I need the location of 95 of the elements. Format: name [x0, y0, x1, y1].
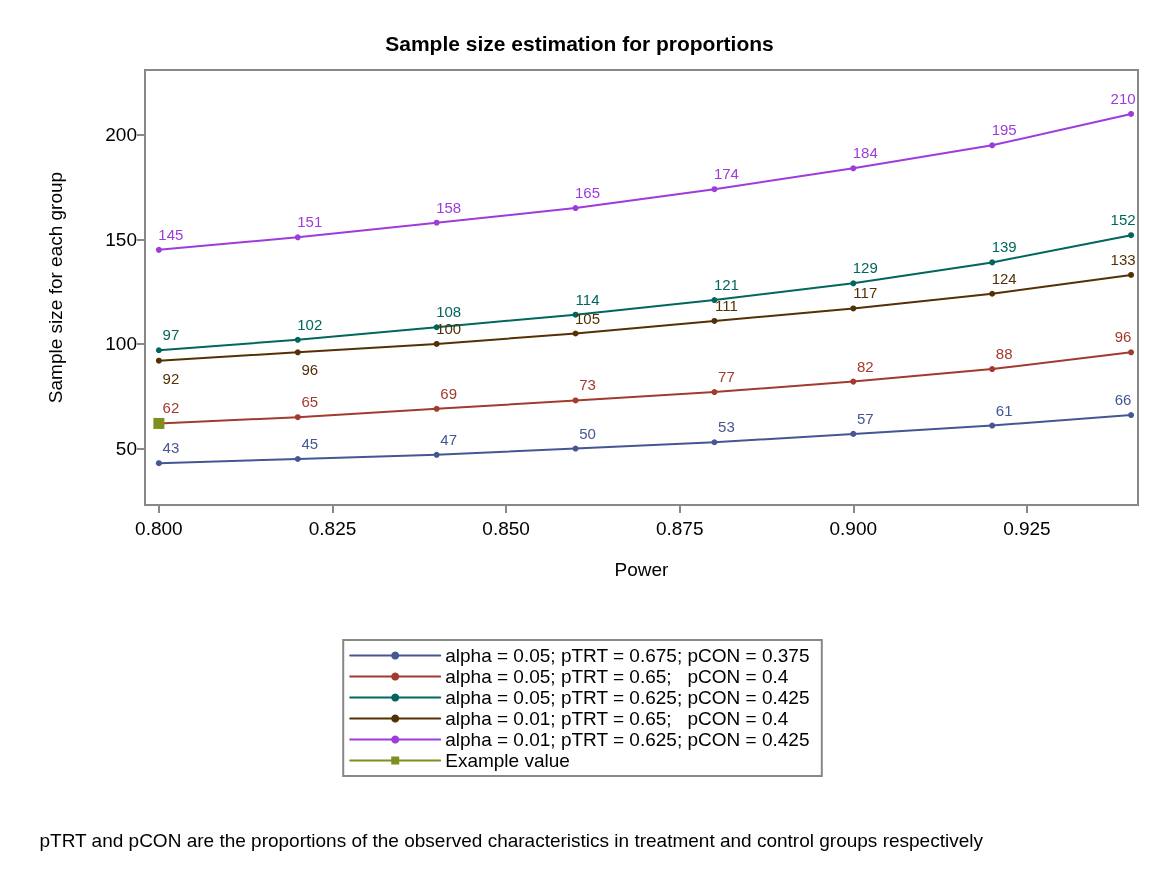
data-label: 165	[575, 184, 601, 202]
data-label: 139	[991, 238, 1017, 256]
data-label: 105	[575, 309, 601, 327]
point	[989, 422, 996, 429]
point	[989, 142, 996, 149]
point	[850, 430, 857, 437]
point	[294, 414, 301, 421]
point	[1128, 349, 1135, 356]
point	[433, 340, 440, 347]
x-axis-title: Power	[614, 559, 670, 580]
y-tick-label: 200	[105, 124, 137, 146]
x-tick-label: 0.875	[655, 518, 704, 539]
data-label: 124	[991, 269, 1017, 287]
point	[572, 205, 579, 212]
data-label: 129	[852, 259, 878, 277]
data-label: 121	[713, 276, 739, 294]
y-tick-label: 100	[105, 333, 137, 355]
point	[850, 165, 857, 172]
data-label: 47	[440, 430, 457, 448]
data-label: 133	[1110, 250, 1136, 268]
data-label: 184	[852, 144, 878, 162]
point	[572, 330, 579, 337]
data-label: 82	[856, 357, 874, 375]
data-label: 152	[1110, 211, 1136, 229]
data-label: 88	[995, 345, 1013, 363]
data-label: 96	[1114, 328, 1132, 346]
data-label: 111	[715, 296, 738, 314]
point	[294, 349, 301, 356]
point	[155, 246, 162, 253]
point	[294, 455, 301, 462]
point	[1128, 271, 1135, 278]
point	[989, 290, 996, 297]
data-label: 66	[1114, 391, 1132, 409]
point	[989, 366, 996, 373]
point	[711, 317, 718, 324]
y-tick-label: 50	[115, 438, 137, 460]
point	[155, 357, 162, 364]
x-tick-label: 0.900	[829, 518, 878, 539]
point	[711, 439, 718, 446]
point	[294, 336, 301, 343]
x-tick-label: 0.800	[135, 518, 183, 539]
data-label: 210	[1110, 89, 1136, 107]
data-label: 50	[579, 424, 596, 442]
point	[433, 451, 440, 458]
data-label: 57	[856, 409, 874, 427]
point	[850, 280, 857, 287]
point	[989, 259, 996, 266]
point	[572, 445, 579, 452]
point	[711, 186, 718, 193]
point	[433, 219, 440, 226]
data-label: 108	[436, 303, 462, 321]
point	[850, 378, 857, 385]
text: pTRT and pCON are the proportions of the observed characteristics in treatment and control groups respectively	[39, 829, 984, 851]
x-tick-label: 0.850	[482, 518, 530, 539]
point	[1128, 232, 1135, 239]
data-label: 73	[579, 376, 596, 394]
data-label: 158	[436, 198, 462, 216]
legend-label: alpha = 0.01; pTRT = 0.625; pCON = 0.425	[445, 729, 810, 750]
y-tick-label: 150	[105, 228, 137, 250]
point	[155, 460, 162, 467]
data-label: 61	[995, 401, 1013, 419]
point	[850, 305, 857, 312]
data-label: 151	[297, 213, 323, 231]
data-label: 96	[301, 361, 319, 379]
data-label: 97	[162, 326, 180, 344]
data-label: 174	[713, 165, 739, 183]
data-label: 43	[162, 439, 180, 457]
chart-title: Sample size estimation for proportions	[385, 32, 774, 55]
legend-label: alpha = 0.05; pTRT = 0.65; pCON = 0.4	[445, 666, 789, 687]
point	[711, 389, 718, 396]
data-label: 195	[991, 121, 1017, 139]
x-tick-label: 0.825	[308, 518, 357, 539]
data-label: 145	[158, 225, 184, 243]
legend-label: alpha = 0.05; pTRT = 0.675; pCON = 0.375	[445, 645, 810, 666]
data-label: 77	[718, 368, 735, 386]
point	[1128, 412, 1135, 419]
data-label: 69	[440, 384, 457, 402]
data-label: 62	[162, 399, 180, 417]
point	[294, 234, 301, 241]
data-label: 117	[853, 284, 878, 302]
data-label: 65	[301, 393, 319, 411]
y-axis-title: Sample size for each group	[45, 171, 66, 404]
data-label: 45	[301, 434, 319, 452]
x-tick-label: 0.925	[1003, 518, 1051, 539]
point	[1128, 110, 1135, 117]
legend-label: alpha = 0.05; pTRT = 0.625; pCON = 0.425	[445, 687, 810, 708]
legend-label: Example value	[445, 750, 570, 771]
legend-label: alpha = 0.01; pTRT = 0.65; pCON = 0.4	[445, 708, 789, 729]
data-label: 114	[575, 290, 600, 308]
data-label: 92	[162, 369, 180, 387]
data-label: 53	[718, 418, 735, 436]
point	[572, 397, 579, 404]
point	[155, 347, 162, 354]
data-label: 102	[297, 315, 323, 333]
point	[433, 405, 440, 412]
